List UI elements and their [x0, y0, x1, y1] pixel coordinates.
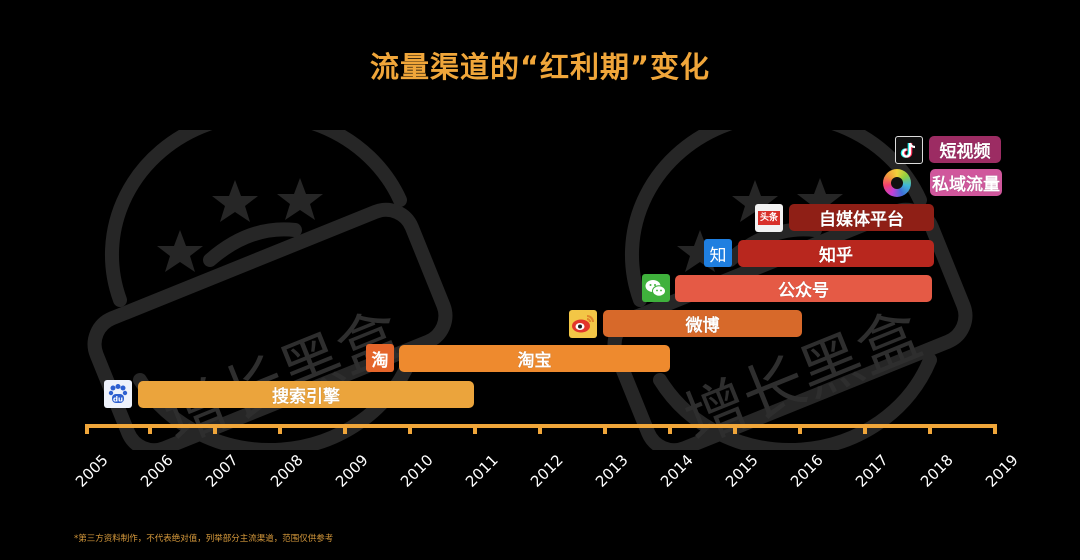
- x-axis-tick: [343, 424, 347, 434]
- x-axis-tick: [278, 424, 282, 434]
- chart-title: 流量渠道的“红利期”变化: [369, 50, 711, 84]
- x-axis-tick: [473, 424, 477, 434]
- bar-label: 淘宝: [517, 351, 552, 371]
- bar-label: 知乎: [819, 246, 853, 266]
- x-tick-label: 2014: [657, 450, 697, 491]
- bar-label: 短视频: [939, 142, 991, 162]
- x-tick-label: 2009: [332, 450, 372, 491]
- x-axis-tick: [213, 424, 217, 434]
- bar-taobao: 淘宝: [399, 345, 670, 372]
- bar-label: 私域流量: [932, 175, 1000, 195]
- x-axis-tick: [733, 424, 737, 434]
- x-tick-label: 2016: [787, 450, 827, 491]
- bar-label: 公众号: [778, 281, 829, 301]
- x-tick-label: 2015: [722, 450, 762, 491]
- x-tick-label: 2011: [462, 450, 502, 491]
- x-tick-label: 2017: [852, 450, 892, 491]
- bar-private-traffic: 私域流量: [930, 169, 1002, 196]
- bar-label: 微博: [685, 316, 720, 336]
- bar-label: 搜索引擎: [272, 387, 340, 407]
- zhihu-icon: 知: [704, 239, 732, 267]
- x-tick-label: 2006: [137, 450, 177, 491]
- x-axis-tick: [148, 424, 152, 434]
- bar-label: 自媒体平台: [819, 210, 904, 230]
- x-axis-tick: [928, 424, 932, 434]
- x-axis-tick: [798, 424, 802, 434]
- x-axis-tick: [668, 424, 672, 434]
- x-tick-label: 2010: [397, 450, 437, 491]
- x-tick-label: 2008: [267, 450, 307, 491]
- x-tick-label: 2019: [982, 450, 1022, 491]
- weibo-icon: [569, 310, 597, 338]
- x-axis-tick: [863, 424, 867, 434]
- x-tick-label: 2007: [202, 450, 242, 491]
- wechat-icon: [642, 274, 670, 302]
- bar-wechat-official: 公众号: [675, 275, 932, 302]
- x-axis-tick: [603, 424, 607, 434]
- bar-search-engine: 搜索引擎: [138, 381, 474, 408]
- bar-short-video: 短视频: [929, 136, 1001, 163]
- x-tick-label: 2012: [527, 450, 567, 491]
- baidu-icon: du: [104, 380, 132, 408]
- x-tick-label: 2005: [72, 450, 112, 491]
- private-traffic-icon: [883, 169, 911, 197]
- x-axis-tick: [993, 424, 997, 434]
- taobao-icon: 淘: [366, 344, 394, 372]
- x-tick-label: 2018: [917, 450, 957, 491]
- bar-weibo: 微博: [603, 310, 802, 337]
- toutiao-icon-label: 头条: [757, 211, 780, 225]
- footnote: *第三方资料制作，不代表绝对值，列举部分主流渠道，范围仅供参考: [74, 534, 334, 544]
- bar-zhihu: 知乎: [738, 240, 934, 267]
- svg-text:du: du: [113, 396, 123, 404]
- bar-self-media: 自媒体平台: [789, 204, 934, 231]
- x-axis-tick: [85, 424, 89, 434]
- toutiao-icon: 头条: [755, 204, 783, 232]
- x-axis-tick: [408, 424, 412, 434]
- x-axis-tick: [538, 424, 542, 434]
- douyin-icon: [895, 136, 923, 164]
- x-tick-label: 2013: [592, 450, 632, 491]
